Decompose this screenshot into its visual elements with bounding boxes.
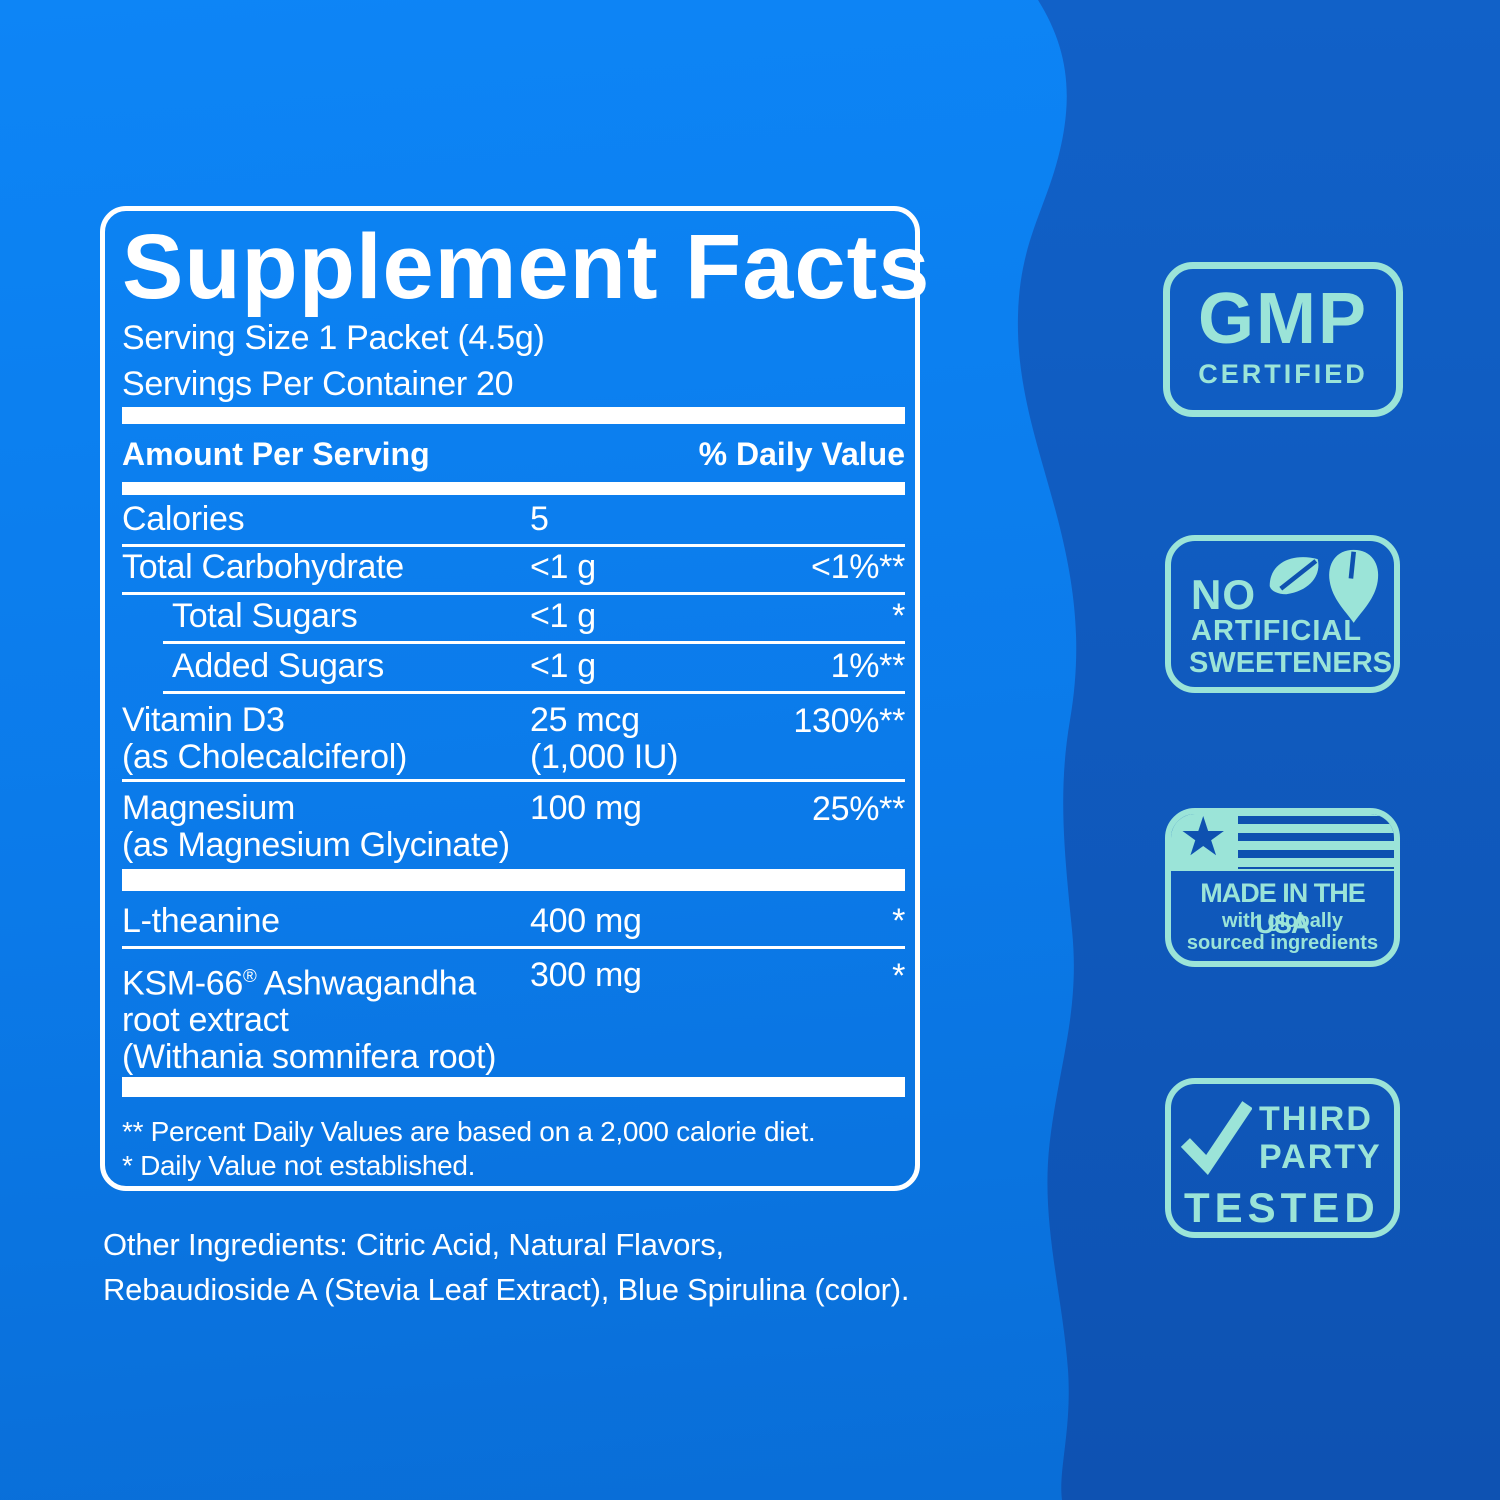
- ingredient-amount: 25 mcg (1,000 IU): [530, 701, 679, 776]
- badge-no-artificial-sweeteners: NO ARTIFICIAL SWEETENERS: [1165, 535, 1400, 693]
- divider-bar: [122, 869, 905, 891]
- footnote-daily-values: ** Percent Daily Values are based on a 2…: [122, 1116, 816, 1147]
- table-row: Calories 5: [122, 495, 905, 544]
- daily-value-header: % Daily Value: [698, 436, 905, 472]
- ingredient-name: Vitamin D3 (as Cholecalciferol): [122, 701, 407, 776]
- other-ingredients-line2: Rebaudioside A (Stevia Leaf Extract), Bl…: [103, 1272, 910, 1307]
- made-in-usa-label: MADE IN THE USA: [1200, 878, 1366, 939]
- ingredient-name: Added Sugars: [172, 647, 384, 685]
- table-row: Total Sugars <1 g *: [122, 595, 905, 641]
- separator-line: [122, 592, 905, 595]
- ingredient-name: Magnesium (as Magnesium Glycinate): [122, 789, 510, 864]
- star-icon: ★: [1179, 808, 1228, 867]
- checkmark-icon: [1180, 1101, 1252, 1176]
- divider-bar: [122, 407, 905, 424]
- table-row: KSM-66® Ashwagandha root extract (Withania…: [122, 949, 905, 1077]
- ingredient-amount: <1 g: [530, 647, 596, 685]
- ingredient-amount: 100 mg: [530, 789, 642, 827]
- gmp-label: GMP: [1197, 279, 1368, 359]
- footnote-not-established: * Daily Value not established.: [122, 1150, 476, 1181]
- ingredient-daily-value: 1%**: [830, 647, 906, 685]
- table-row: Total Carbohydrate <1 g <1%**: [122, 547, 905, 592]
- ingredient-daily-value: *: [892, 902, 905, 940]
- separator-line: [163, 691, 905, 694]
- ingredient-name: KSM-66® Ashwagandha root extract (Withania…: [122, 964, 497, 1077]
- separator-line: [122, 946, 905, 949]
- footnotes: ** Percent Daily Values are based on a 2…: [122, 1115, 905, 1183]
- ingredient-daily-value: *: [892, 957, 905, 995]
- ingredient-daily-value: 25%**: [811, 790, 905, 828]
- panel-title: Supplement Facts: [122, 216, 931, 318]
- artificial-label: ARTIFICIAL: [1191, 615, 1363, 647]
- other-ingredients: Other Ingredients: Citric Acid, Natural …: [103, 1222, 909, 1312]
- ingredient-amount: 300 mg: [530, 956, 642, 994]
- ingredient-name: Calories: [122, 500, 245, 538]
- usa-flag-icon: ★: [1171, 814, 1394, 871]
- ingredient-name: L-theanine: [122, 902, 280, 940]
- ingredient-daily-value: <1%**: [811, 548, 905, 586]
- ingredient-amount: 5: [530, 500, 549, 538]
- tested-label: TESTED: [1184, 1184, 1380, 1231]
- divider-bar: [122, 482, 905, 495]
- sourced-ingredients-label: sourced ingredients: [1186, 932, 1379, 954]
- table-row: Added Sugars <1 g 1%**: [122, 644, 905, 691]
- party-label: PARTY: [1259, 1138, 1382, 1176]
- ingredient-daily-value: 130%**: [793, 702, 905, 740]
- divider-bar: [122, 1077, 905, 1097]
- other-ingredients-line1: Other Ingredients: Citric Acid, Natural …: [103, 1227, 724, 1262]
- certified-label: CERTIFIED: [1198, 359, 1368, 389]
- badge-gmp-certified: GMP CERTIFIED: [1163, 262, 1403, 417]
- sweeteners-label: SWEETENERS: [1189, 647, 1393, 679]
- ingredient-amount: <1 g: [530, 548, 596, 586]
- ingredient-amount: 400 mg: [530, 902, 642, 940]
- ingredient-amount: <1 g: [530, 597, 596, 635]
- servings-per-container: Servings Per Container 20: [122, 365, 514, 403]
- column-header-row: Amount Per Serving % Daily Value: [122, 424, 905, 482]
- table-row: L-theanine 400 mg *: [122, 891, 905, 946]
- third-label: THIRD: [1259, 1100, 1373, 1138]
- separator-line: [122, 779, 905, 782]
- ingredient-name: Total Sugars: [172, 597, 358, 635]
- separator-line: [122, 544, 905, 547]
- leaves-icon: [1269, 549, 1379, 623]
- ingredient-daily-value: *: [892, 597, 905, 635]
- table-row: Vitamin D3 (as Cholecalciferol) 25 mcg (1,0…: [122, 694, 905, 779]
- with-globally-label: with globally: [1221, 910, 1344, 932]
- serving-size: Serving Size 1 Packet (4.5g): [122, 319, 545, 357]
- table-row: Magnesium (as Magnesium Glycinate) 100 mg 2…: [122, 782, 905, 869]
- badge-third-party-tested: THIRD PARTY TESTED: [1165, 1078, 1400, 1238]
- flag-stripes: [1238, 816, 1394, 869]
- supplement-facts-panel: Supplement Facts Serving Size 1 Packet (…: [100, 206, 931, 1191]
- separator-line: [163, 641, 905, 644]
- amount-per-serving-header: Amount Per Serving: [122, 436, 430, 472]
- facts-table: Calories 5 Total Carbohydrate <1 g <1%** Tota…: [122, 495, 905, 1097]
- no-label: NO: [1191, 571, 1256, 618]
- badge-made-in-usa: ★ MADE IN THE USA with globally sourced …: [1165, 808, 1400, 967]
- ingredient-name: Total Carbohydrate: [122, 548, 404, 586]
